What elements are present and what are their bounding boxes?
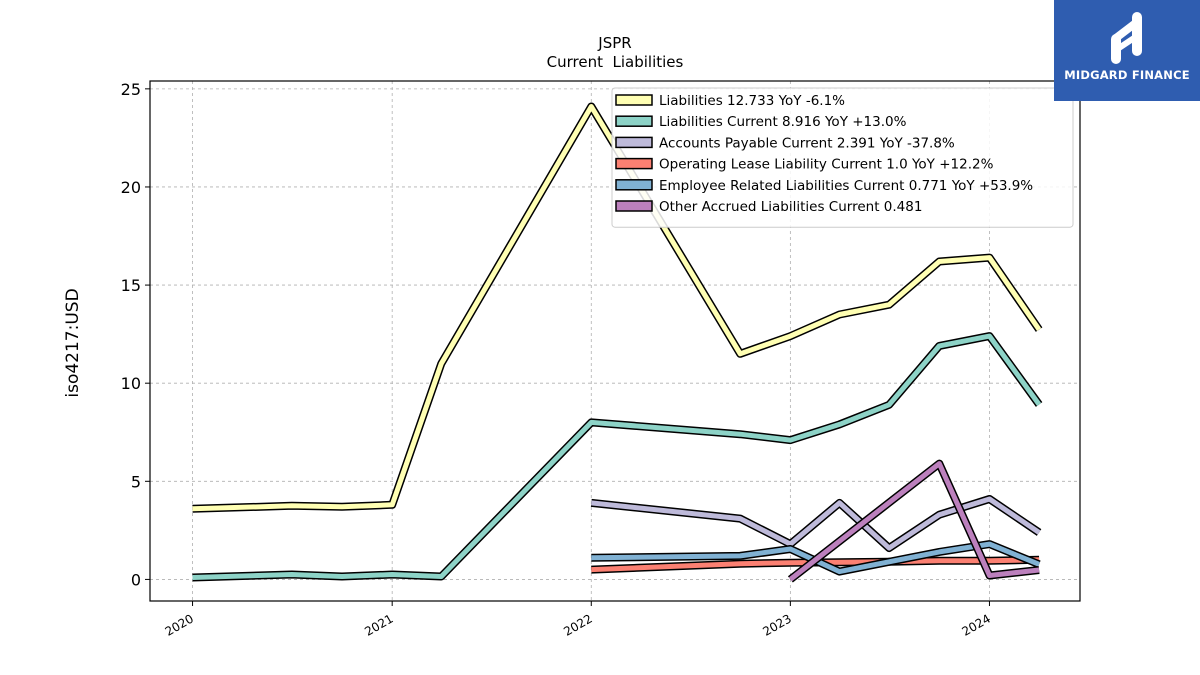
x-tick-label: 2024 <box>960 611 993 638</box>
legend-entry: Liabilities Current 8.916 YoY +13.0% <box>615 114 907 130</box>
series-line-outline <box>192 332 1043 582</box>
legend-entry: Employee Related Liabilities Current 0.7… <box>615 178 1033 194</box>
y-axis-label: iso4217:USD <box>63 288 83 397</box>
series-line <box>192 333 1042 580</box>
plot-frame <box>149 80 1081 602</box>
x-tick-label: 2020 <box>163 611 196 638</box>
legend-label: Other Accrued Liabilities Current 0.481 <box>659 199 922 215</box>
series-line <box>192 104 1042 512</box>
x-tick-label: 2023 <box>760 611 793 638</box>
legend-entry: Liabilities 12.733 YoY -6.1% <box>615 93 845 109</box>
legend-swatch <box>615 115 653 127</box>
series-5 <box>787 459 1040 583</box>
legend-label: Accounts Payable Current 2.391 YoY -37.8… <box>659 135 955 151</box>
brand-logo: MIDGARD FINANCE <box>1054 0 1200 101</box>
series-line <box>788 461 1040 582</box>
legend-entry: Other Accrued Liabilities Current 0.481 <box>615 199 922 215</box>
y-tick-label: 15 <box>121 276 141 295</box>
series-line <box>591 541 1041 575</box>
legend-swatch <box>615 94 653 106</box>
legend-label: Operating Lease Liability Current 1.0 Yo… <box>659 157 994 173</box>
legend-swatch <box>615 136 653 149</box>
series-lines <box>192 102 1043 583</box>
legend-entry: Accounts Payable Current 2.391 YoY -37.8… <box>615 135 955 151</box>
legend-label: Liabilities 12.733 YoY -6.1% <box>659 93 845 109</box>
brand-name: MIDGARD FINANCE <box>1064 68 1190 82</box>
logo-mark-icon <box>1111 12 1142 64</box>
series-4 <box>591 540 1041 576</box>
y-tick-label: 25 <box>121 80 141 99</box>
legend-label: Liabilities Current 8.916 YoY +13.0% <box>659 114 907 130</box>
y-tick-label: 5 <box>131 472 141 491</box>
y-tick-label: 10 <box>121 374 141 393</box>
legend-box <box>611 87 1074 228</box>
legend-swatch <box>615 157 653 170</box>
chart-subtitle: Current Liabilities <box>547 53 684 71</box>
legend-swatch <box>615 200 653 212</box>
x-tick-label: 2021 <box>362 611 395 638</box>
legend-entry: Operating Lease Liability Current 1.0 Yo… <box>615 157 994 173</box>
legend-label: Employee Related Liabilities Current 0.7… <box>659 178 1033 194</box>
series-1 <box>192 332 1043 582</box>
y-tick-label: 0 <box>131 570 141 589</box>
series-0 <box>192 102 1043 513</box>
legend-swatch <box>615 179 653 191</box>
chart-title: JSPR <box>597 34 631 52</box>
legend: Liabilities 12.733 YoY -6.1% Liabilities … <box>611 87 1074 228</box>
y-tick-label: 20 <box>121 178 141 197</box>
x-tick-label: 2022 <box>561 611 594 638</box>
